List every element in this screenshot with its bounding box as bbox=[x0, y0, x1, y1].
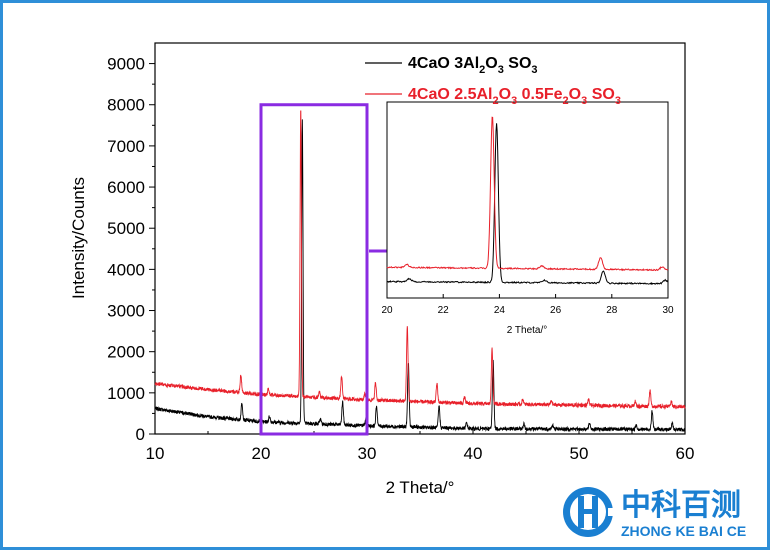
series-line-0 bbox=[154, 119, 686, 433]
x-tick-label: 20 bbox=[252, 444, 271, 463]
brand-logo: 中科百测 ZHONG KE BAI CE bbox=[563, 487, 746, 539]
y-tick-label: 0 bbox=[136, 425, 145, 444]
inset-series-line-1 bbox=[386, 116, 669, 272]
x-tick-label: 30 bbox=[358, 444, 377, 463]
y-tick-label: 3000 bbox=[107, 302, 145, 321]
y-tick-label: 2000 bbox=[107, 343, 145, 362]
y-tick-label: 7000 bbox=[107, 137, 145, 156]
inset-x-axis-title: 2 Theta/° bbox=[507, 325, 548, 336]
highlight-box bbox=[259, 103, 369, 436]
y-tick-label: 8000 bbox=[107, 96, 145, 115]
inset-series-line-0 bbox=[386, 123, 669, 286]
x-tick-label: 40 bbox=[464, 444, 483, 463]
inset-series-lines bbox=[386, 116, 669, 286]
x-axis-title: 2 Theta/° bbox=[386, 478, 455, 497]
x-tick-label: 60 bbox=[676, 444, 695, 463]
y-tick-label: 4000 bbox=[107, 260, 145, 279]
inset-x-tick-label: 30 bbox=[662, 305, 674, 316]
inset-x-tick-label: 24 bbox=[494, 305, 506, 316]
x-tick-label: 10 bbox=[146, 444, 165, 463]
y-tick-label: 9000 bbox=[107, 55, 145, 74]
inset-plot-area bbox=[386, 101, 669, 299]
brand-name-en: ZHONG KE BAI CE bbox=[621, 523, 746, 539]
brand-logo-mark-icon bbox=[563, 487, 616, 537]
y-tick-label: 5000 bbox=[107, 219, 145, 238]
x-tick-label: 50 bbox=[570, 444, 589, 463]
axis-ticks: 10 20 30 40 50 60 0 1000 2000 3000 4000 5000 6000 700… bbox=[107, 55, 694, 463]
inset-x-tick-label: 22 bbox=[438, 305, 450, 316]
inset-axis-ticks: 20 22 24 26 28 30 bbox=[381, 294, 674, 316]
inset-x-tick-label: 26 bbox=[550, 305, 562, 316]
inset-x-tick-label: 28 bbox=[606, 305, 618, 316]
series-line-1 bbox=[154, 110, 686, 410]
inset-x-tick-label: 20 bbox=[381, 305, 393, 316]
legend: 4CaO 3Al2O3 SO3 4CaO 2.5Al2O3 0.5Fe2O3 S… bbox=[365, 55, 621, 107]
legend-label-black: 4CaO 3Al2O3 SO3 bbox=[408, 55, 538, 76]
y-axis-title: Intensity/Counts bbox=[69, 177, 88, 299]
y-tick-label: 1000 bbox=[107, 384, 145, 403]
inset-plot: 20 22 24 26 28 30 2 Theta/° bbox=[381, 101, 674, 336]
legend-label-red: 4CaO 2.5Al2O3 0.5Fe2O3 SO3 bbox=[408, 86, 621, 107]
brand-name-cn: 中科百测 bbox=[621, 488, 741, 523]
y-tick-label: 6000 bbox=[107, 178, 145, 197]
series-lines bbox=[154, 110, 686, 433]
